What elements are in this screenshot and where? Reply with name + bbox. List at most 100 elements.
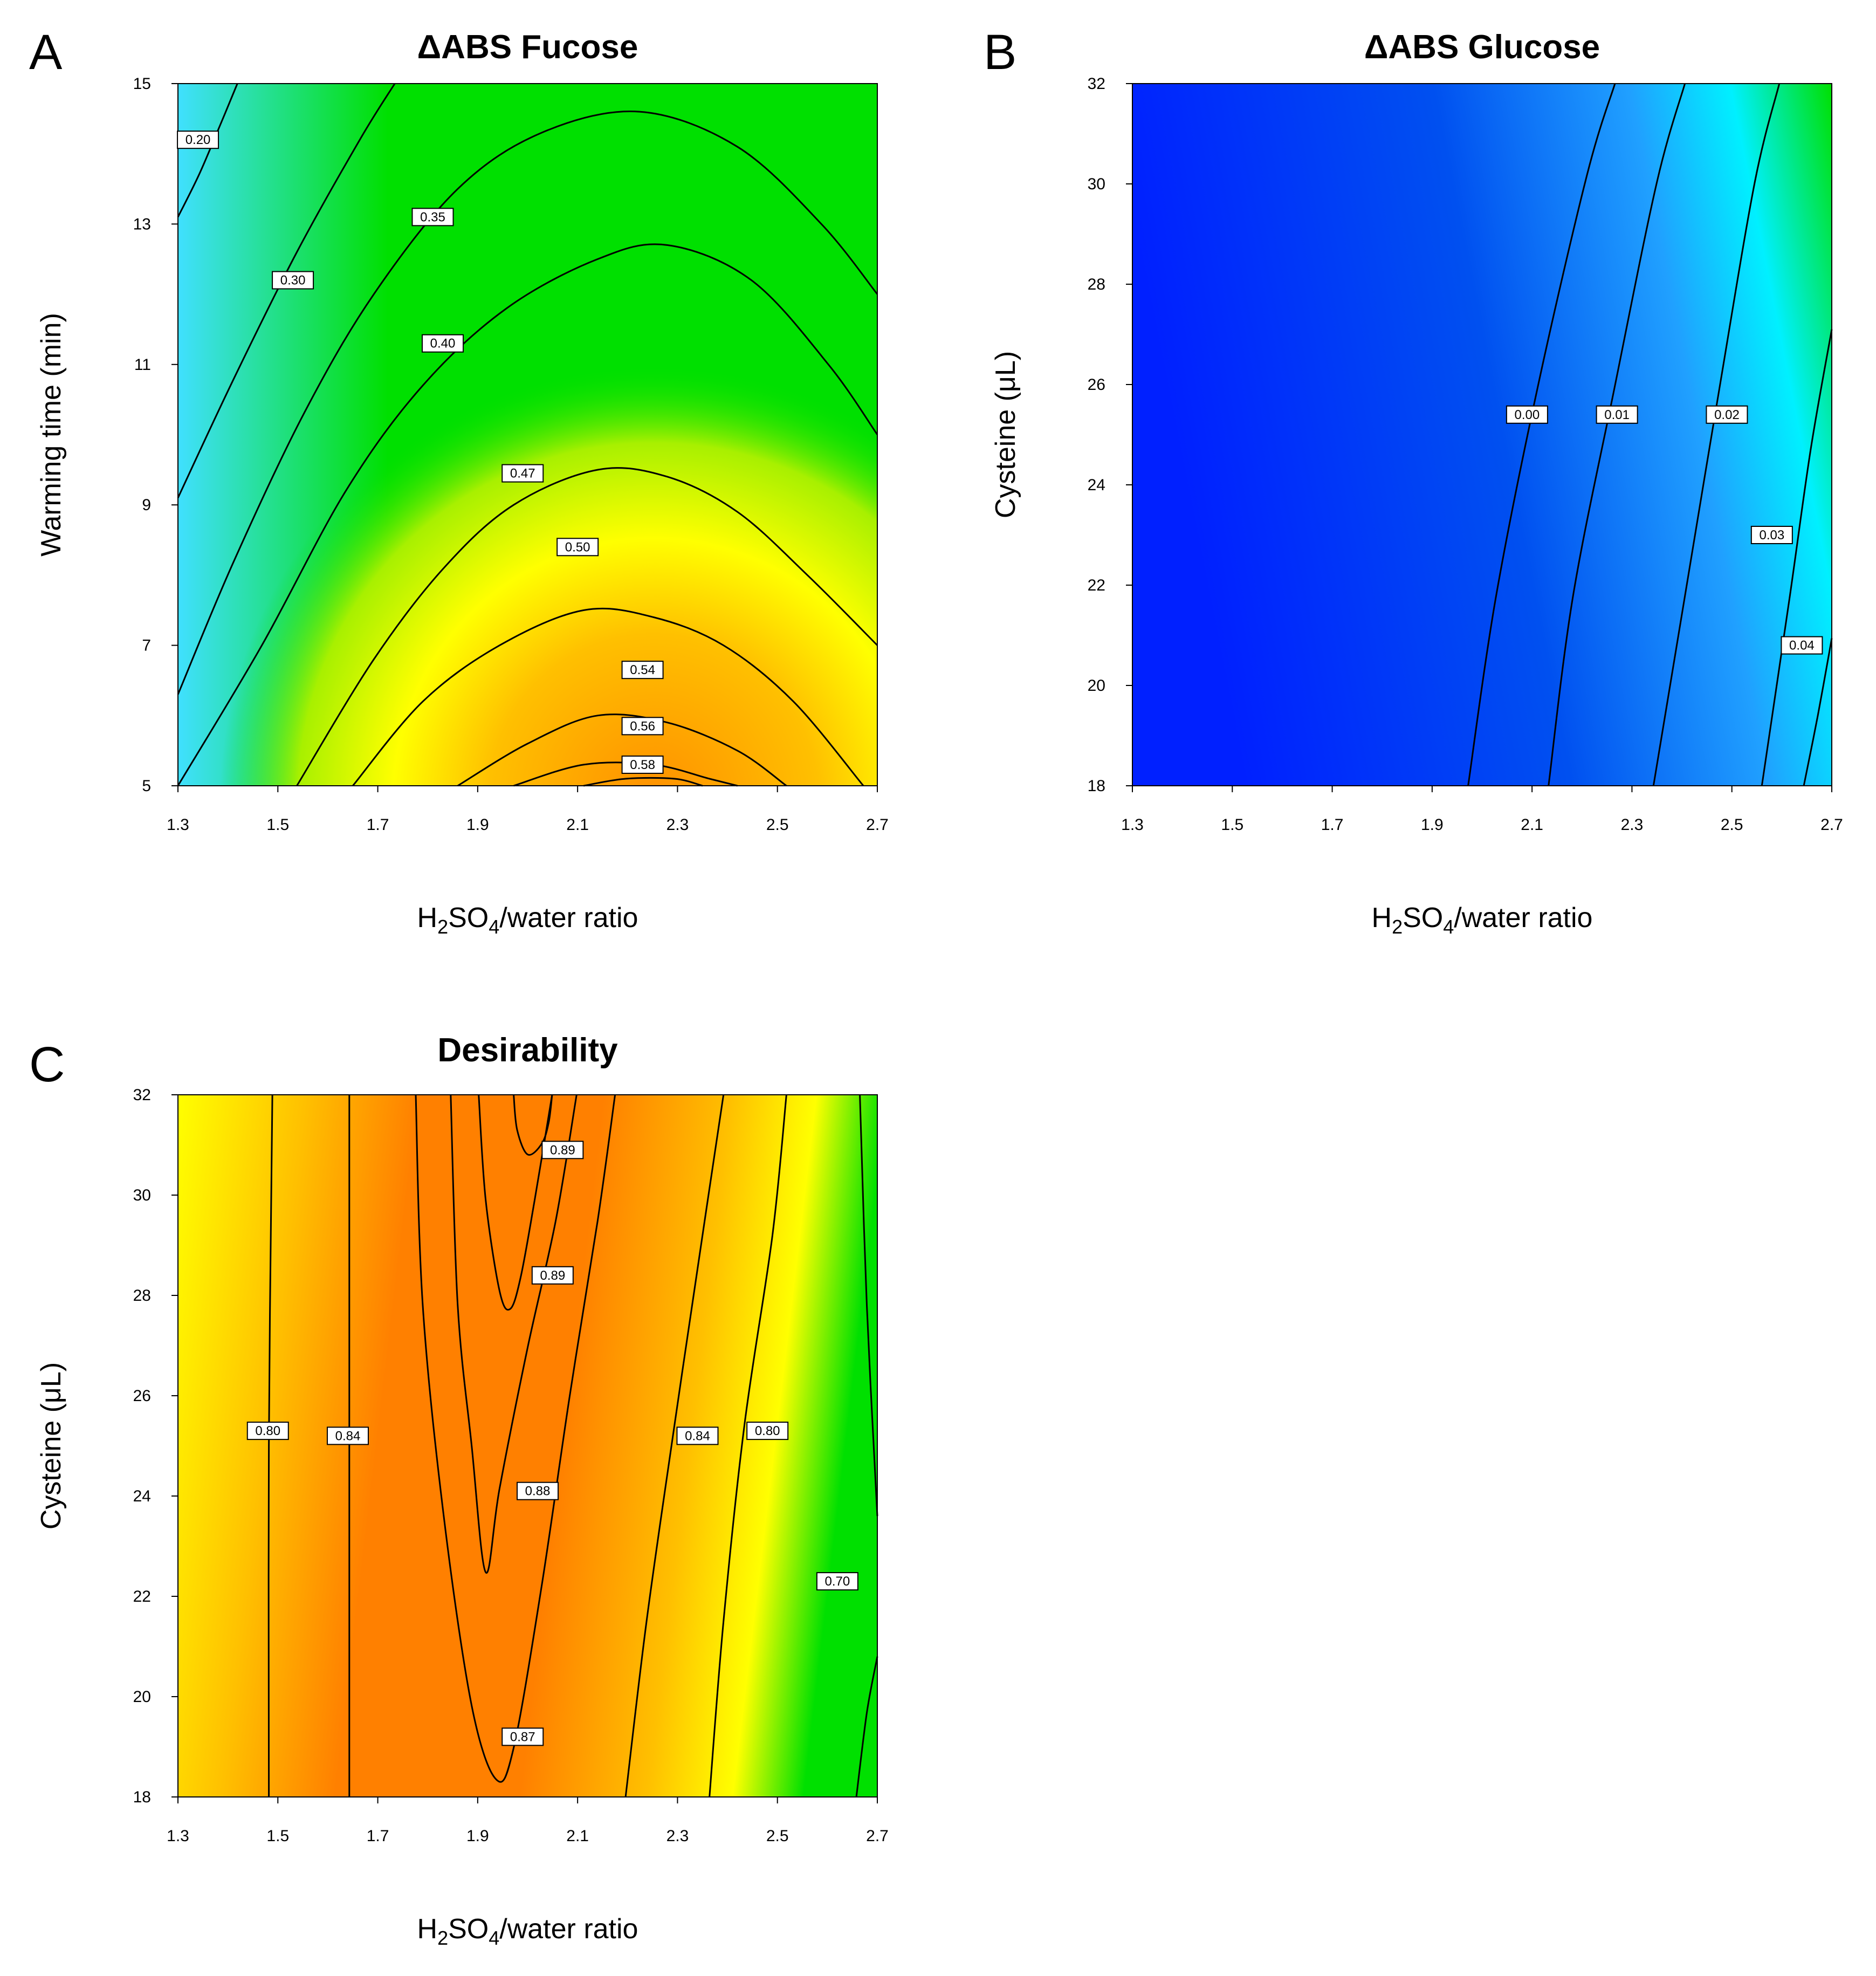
contour-label: 0.03 (1750, 526, 1793, 544)
contour-label: 0.04 (1781, 636, 1823, 655)
contour-line (513, 1094, 553, 1156)
x-axis-label-subscript: 4 (1443, 916, 1454, 938)
contour-label-box (246, 1422, 289, 1440)
contour-line (1652, 83, 1781, 786)
y-tick-label: 15 (133, 75, 151, 93)
x-axis-label-part: SO (448, 902, 489, 934)
contour-line (267, 1094, 273, 1797)
contour-label-text: 0.56 (630, 719, 655, 733)
contour-label: 0.01 (1596, 405, 1638, 424)
x-tick-label: 1.7 (367, 816, 389, 834)
chart-title: ΔABS Glucose (1364, 29, 1600, 66)
contour-label-text: 0.84 (685, 1429, 710, 1443)
contour-label-box (676, 1426, 719, 1445)
x-axis-label-part: /water ratio (499, 1913, 638, 1945)
y-tick-label: 20 (1088, 677, 1105, 695)
contour-label-box (1506, 405, 1548, 424)
contour-label: 0.47 (501, 464, 544, 483)
x-axis-label-part: SO (448, 1913, 489, 1945)
y-tick-label: 9 (142, 496, 151, 514)
contour-label: 0.02 (1706, 405, 1748, 424)
contour-line (1803, 638, 1833, 786)
x-axis-label-part: H (1372, 902, 1392, 934)
x-axis-label: H2SO4/water ratio (417, 1913, 638, 1949)
contour-label: 0.80 (746, 1422, 789, 1440)
x-axis-label-part: H (417, 1913, 438, 1945)
y-tick-label: 32 (133, 1086, 151, 1104)
y-tick-label: 30 (133, 1186, 151, 1204)
y-tick-label: 22 (133, 1588, 151, 1606)
contour-line (177, 243, 878, 786)
contour-line (415, 1094, 616, 1783)
contour-label: 0.20 (177, 131, 219, 149)
contour-line (583, 777, 703, 787)
y-tick-label: 5 (142, 777, 151, 795)
panel-letter: C (29, 1037, 65, 1092)
plot-frame (177, 83, 878, 786)
x-axis-label-part: SO (1403, 902, 1443, 934)
plot-shading (178, 1095, 877, 1797)
plot-shading (1132, 84, 1832, 786)
contour-label-text: 0.02 (1714, 408, 1740, 422)
contour-label-box (1596, 405, 1638, 424)
contour-label: 0.89 (541, 1141, 584, 1159)
contour-label: 0.84 (676, 1426, 719, 1445)
y-tick-label: 26 (1088, 376, 1105, 394)
contour-label: 0.84 (326, 1426, 369, 1445)
y-tick-label: 7 (142, 637, 151, 655)
x-tick-label: 2.7 (1820, 816, 1843, 834)
contour-label-text: 0.47 (510, 466, 535, 481)
contour-label-box (621, 661, 664, 680)
contour-label: 0.00 (1506, 405, 1548, 424)
y-tick-label: 28 (133, 1287, 151, 1305)
x-axis-label-part: /water ratio (499, 902, 638, 934)
y-tick-label: 18 (1088, 777, 1105, 795)
panel-b: B ΔABS Glucose 1.3 1.5 1.7 1.9 2.1 2.3 2.5 2.7 18 2… (984, 25, 1843, 938)
contour-label: 0.89 (531, 1266, 574, 1285)
contour-label-text: 0.80 (755, 1424, 780, 1438)
contour-line (177, 83, 238, 218)
contour-lines (267, 1094, 878, 1797)
x-axis-label: H2SO4/water ratio (417, 902, 638, 938)
x-tick-label: 2.5 (766, 1827, 789, 1845)
x-tick-label: 2.7 (866, 816, 889, 834)
plot-frame (1132, 83, 1832, 786)
x-tick-label: 1.3 (167, 1827, 189, 1845)
x-tick-label: 1.3 (1121, 816, 1144, 834)
contour-label-text: 0.40 (430, 337, 456, 351)
contour-label: 0.50 (556, 538, 599, 557)
y-axis-label: Cysteine (μL) (990, 351, 1021, 518)
contour-label: 0.80 (246, 1422, 289, 1440)
panel-letter: B (984, 25, 1016, 80)
contour-label-box (422, 334, 464, 353)
contour-lines (1467, 83, 1833, 786)
y-axis: 5 7 9 11 13 15 (133, 75, 178, 795)
contour-label: 0.88 (517, 1481, 559, 1500)
contour-label-box (501, 464, 544, 483)
contour-label-text: 0.84 (335, 1429, 361, 1443)
x-tick-label: 1.9 (466, 816, 489, 834)
contour-lines (177, 83, 878, 787)
contour-line (478, 1094, 553, 1311)
x-tick-label: 1.9 (466, 1827, 489, 1845)
plot-shading (178, 84, 877, 786)
contour-line (624, 1094, 725, 1797)
y-tick-label: 26 (133, 1387, 151, 1405)
x-axis: 1.3 1.5 1.7 1.9 2.1 2.3 2.5 2.7 (1121, 786, 1843, 834)
x-axis-label-subscript: 4 (489, 1927, 499, 1949)
contour-line (352, 607, 864, 786)
contour-label-text: 0.54 (630, 663, 655, 677)
x-tick-label: 1.3 (167, 816, 189, 834)
y-tick-label: 32 (1088, 75, 1105, 93)
contour-label: 0.54 (621, 661, 664, 680)
contour-label-box (411, 208, 454, 227)
x-axis-label-part: /water ratio (1454, 902, 1592, 934)
contour-label: 0.58 (621, 755, 664, 774)
x-tick-label: 1.7 (367, 1827, 389, 1845)
contour-label-text: 0.80 (255, 1424, 280, 1438)
x-tick-label: 1.9 (1421, 816, 1444, 834)
x-axis: 1.3 1.5 1.7 1.9 2.1 2.3 2.5 2.7 (167, 786, 889, 834)
contour-label-box (326, 1426, 369, 1445)
y-tick-label: 24 (1088, 476, 1105, 494)
contour-line (1467, 83, 1616, 786)
